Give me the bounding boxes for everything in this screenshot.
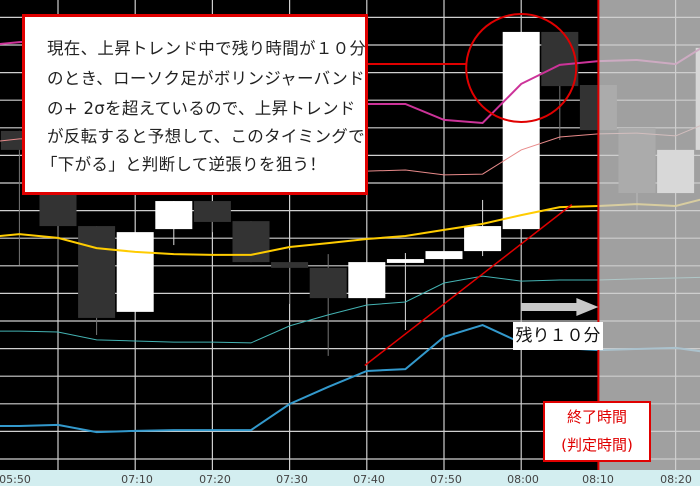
right-arrow-icon: [521, 298, 599, 316]
candle-body: [39, 195, 77, 227]
x-tick-label: 08:10: [582, 473, 614, 486]
band-lower-1sigma: [0, 275, 700, 344]
future-shade: [598, 0, 700, 470]
band-middle: [0, 198, 700, 256]
note-line: が反転すると予想して、このタイミングで: [47, 127, 365, 146]
candle-body: [271, 262, 309, 268]
judgement-time-label: (判定時間): [561, 436, 633, 454]
candle-body: [155, 201, 193, 230]
x-tick-label: 07:40: [353, 473, 385, 486]
candle-body: [116, 232, 154, 312]
candle-body: [309, 267, 347, 299]
candle-body: [464, 226, 502, 252]
note-line: の+ 2σを超えているので、上昇トレンド: [47, 99, 356, 118]
candle-body: [193, 201, 231, 222]
x-tick-label: 08:00: [507, 473, 539, 486]
time-axis: [0, 470, 700, 486]
candle-body: [78, 226, 116, 318]
x-tick-label: 05:50: [0, 473, 31, 486]
x-tick-label: 07:30: [276, 473, 308, 486]
remaining-time-label: 残り１０分: [513, 322, 603, 350]
x-tick-label: 07:50: [430, 473, 462, 486]
trend-line: [364, 204, 573, 367]
end-time-label: 終了時間: [566, 408, 627, 426]
candle-body: [232, 221, 270, 263]
candle-body: [425, 251, 463, 260]
note-line: 「下がる」と判断して逆張りを狙う！: [41, 155, 327, 174]
explanation-callout: 現在、上昇トレンド中で残り時間が１０分 のとき、ローソク足がボリンジャーバンド …: [22, 14, 368, 195]
candle-body: [348, 262, 386, 299]
note-line: 現在、上昇トレンド中で残り時間が１０分: [47, 39, 367, 58]
x-tick-label: 07:10: [121, 473, 153, 486]
end-time-box: 終了時間 (判定時間): [543, 401, 651, 462]
highlight-circle: [465, 13, 578, 123]
candle-body: [386, 259, 424, 263]
candle-body: [541, 31, 579, 87]
note-line: のとき、ローソク足がボリンジャーバンド: [47, 69, 365, 88]
x-tick-label: 07:20: [199, 473, 231, 486]
x-tick-label: 08:20: [660, 473, 692, 486]
candle-body: [502, 31, 540, 230]
